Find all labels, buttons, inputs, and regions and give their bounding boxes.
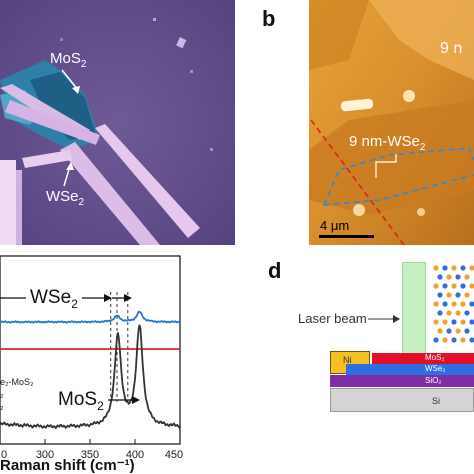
- lattice-atom-8: [464, 274, 470, 280]
- panel-d-letter: d: [268, 258, 282, 283]
- lattice-atom-23: [437, 310, 443, 316]
- series-line-0: [0, 310, 181, 324]
- panel-c-wse2-label: WSe2: [30, 287, 78, 311]
- lattice-atom-9: [433, 283, 439, 289]
- lattice-atom-28: [442, 319, 448, 325]
- panel-b-scale-bar-label: 4 μm: [320, 218, 350, 233]
- panel-c-legend-1: e₂-MoS₂: [0, 377, 34, 387]
- x-tick-label-2: 350: [81, 449, 99, 461]
- panel-d-sio2-layer: [330, 375, 474, 387]
- panel-d-ni-label: Ni: [343, 355, 352, 365]
- panel-c-xlabel: Raman shift (cm⁻¹): [0, 457, 135, 474]
- lattice-atom-11: [451, 283, 457, 289]
- chart-frame: [0, 255, 181, 445]
- panel-d-sio2-label: SiO₂: [425, 376, 442, 385]
- panel-c-mos2-label: MoS2: [58, 389, 104, 413]
- lattice-atom-21: [460, 301, 466, 307]
- lattice-atom-18: [433, 301, 439, 307]
- x-tick-label-0: 0: [1, 449, 7, 461]
- lattice-atom-12: [460, 283, 466, 289]
- lattice-atom-5: [437, 274, 443, 280]
- panel-c-legend-2: ₂: [0, 389, 4, 399]
- lattice-atom-35: [464, 328, 470, 334]
- lattice-atom-6: [446, 274, 452, 280]
- mos2-label-subscript: 2: [80, 59, 87, 70]
- lattice-atom-30: [460, 319, 466, 325]
- lattice-atom-0: [433, 265, 439, 271]
- lattice-atom-20: [451, 301, 457, 307]
- wse2-label-text: WSe: [46, 188, 79, 205]
- panel-b-image: [309, 0, 474, 245]
- lattice-atom-15: [446, 292, 452, 298]
- panel-a-micrograph: [0, 0, 235, 245]
- panel-a-wse2-label: WSe2: [46, 188, 84, 208]
- lattice-atom-13: [469, 283, 474, 289]
- lattice-atom-26: [464, 310, 470, 316]
- panel-a-image: [0, 0, 235, 245]
- lattice-atom-22: [469, 301, 474, 307]
- lattice-atom-25: [455, 310, 461, 316]
- chart-wse2-text: WSe: [30, 287, 72, 308]
- lattice-atom-3: [460, 265, 466, 271]
- panel-c-chart: 0 300 350 400 450: [0, 255, 183, 461]
- chart-mos2-subscript: 2: [97, 398, 104, 413]
- panel-d-wse2-layer: [346, 364, 474, 375]
- wse2-afm-label-subscript: 2: [419, 142, 426, 153]
- lattice-atom-38: [451, 337, 457, 343]
- lattice-atom-27: [433, 319, 439, 325]
- panel-d-si-label: Si: [432, 396, 441, 406]
- panel-b-bracket: [375, 154, 397, 178]
- panel-c-mos2-arrow: [108, 396, 140, 404]
- lattice-atom-37: [442, 337, 448, 343]
- panel-c-wse2-arrows: [0, 294, 132, 302]
- lattice-atom-36: [433, 337, 439, 343]
- panel-d-wse2-label: WSe₂: [425, 364, 446, 373]
- chart-wse2-subscript: 2: [71, 296, 78, 311]
- lattice-atom-19: [442, 301, 448, 307]
- panel-a-mos2-label: MoS2: [50, 50, 86, 70]
- lattice-atom-40: [469, 337, 474, 343]
- lattice-atom-32: [437, 328, 443, 334]
- lattice-atom-7: [455, 274, 461, 280]
- lattice-atom-34: [455, 328, 461, 334]
- lattice-atom-16: [455, 292, 461, 298]
- lattice-atom-1: [442, 265, 448, 271]
- panel-b-letter: b: [262, 6, 276, 31]
- x-tick-label-3: 400: [126, 449, 144, 461]
- lattice-atom-10: [442, 283, 448, 289]
- x-tick-label-4: 450: [165, 449, 183, 461]
- x-tick-label-1: 300: [36, 449, 54, 461]
- panel-d-laser-arrow: [368, 315, 400, 323]
- panel-d-laser-label: Laser beam: [298, 311, 367, 326]
- panel-d-mos2-label: MoS₂: [425, 353, 445, 362]
- panel-b-9nm-wse2-label: 9 nm-WSe2: [349, 133, 425, 153]
- panel-d-si-layer: [330, 388, 474, 412]
- panel-a-wse2-arrow: [63, 162, 74, 187]
- lattice-atom-31: [469, 319, 474, 325]
- panel-a-mos2-arrow: [61, 69, 80, 94]
- panel-b-9nm-top-label: 9 n: [440, 40, 463, 57]
- panel-b-afm: [309, 0, 474, 245]
- lattice-atom-17: [464, 292, 470, 298]
- mos2-label-text: MoS: [50, 50, 81, 67]
- lattice-atom-2: [451, 265, 457, 271]
- lattice-atom-33: [446, 328, 452, 334]
- lattice-atom-39: [460, 337, 466, 343]
- panel-d-lattice: [433, 265, 474, 343]
- panel-d-mos2-layer: [372, 353, 474, 364]
- lattice-atom-29: [451, 319, 457, 325]
- lattice-atom-14: [437, 292, 443, 298]
- chart-mos2-text: MoS: [58, 389, 98, 410]
- panel-d-laser-beam: [402, 262, 426, 354]
- lattice-atom-4: [469, 265, 474, 271]
- series-line-2: [0, 324, 181, 430]
- wse2-afm-label-text: 9 nm-WSe: [349, 133, 420, 150]
- wse2-label-subscript: 2: [78, 197, 85, 208]
- lattice-atom-24: [446, 310, 452, 316]
- panel-c-legend-3: ₂: [0, 401, 4, 411]
